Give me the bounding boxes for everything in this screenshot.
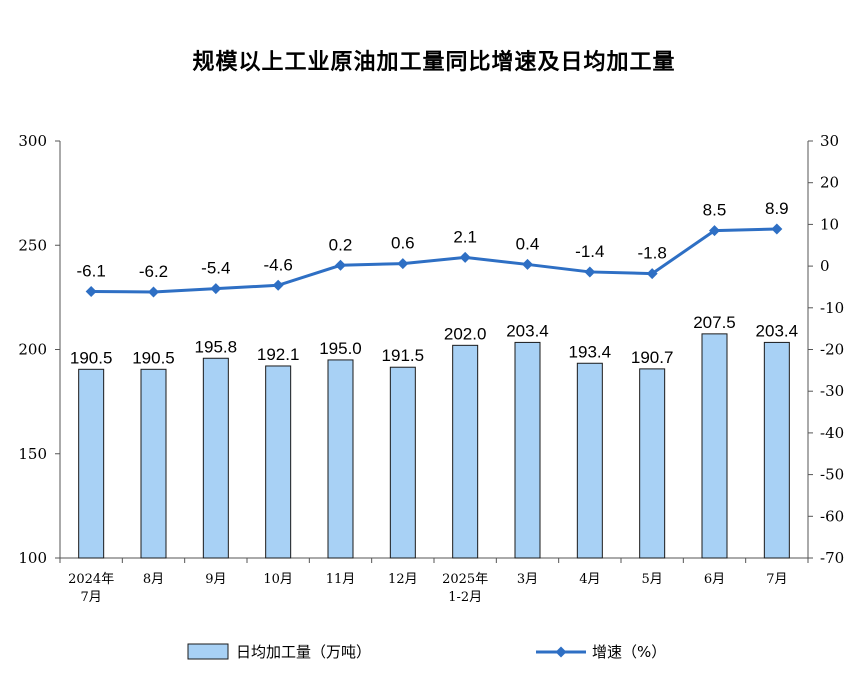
x-tick-label: 9月 [205, 572, 226, 587]
bar [327, 359, 354, 559]
x-tick-label: 11月 [326, 572, 356, 587]
x-tick-label: 5月 [642, 572, 663, 587]
line-data-label: -1.4 [575, 242, 604, 261]
right-tick-label: -70 [820, 549, 844, 567]
x-tick-label: 4月 [579, 572, 600, 587]
bar-data-label: 195.8 [195, 337, 238, 356]
line-point [148, 286, 159, 298]
bar [78, 368, 105, 559]
line-point [584, 266, 596, 278]
bar [265, 365, 292, 559]
left-tick-label: 100 [18, 549, 47, 567]
legend-line-label: 增速（%） [592, 643, 666, 661]
line-point [272, 279, 284, 291]
line-point [397, 258, 409, 270]
bar [452, 344, 479, 559]
bar-data-label: 203.4 [506, 321, 549, 340]
bar-data-label: 193.4 [569, 342, 612, 361]
bar [701, 333, 728, 559]
line-point [459, 251, 471, 263]
bar-data-label: 192.1 [257, 345, 300, 364]
bar-data-label: 190.7 [631, 348, 674, 367]
line-data-label: 8.5 [703, 201, 727, 220]
legend-bar-label: 日均加工量（万吨） [236, 643, 371, 661]
bar-data-label: 195.0 [319, 339, 362, 358]
line-data-label: 0.4 [516, 234, 540, 253]
right-tick-label: 30 [820, 132, 839, 150]
x-tick-label: 2025年 [442, 572, 488, 587]
bar [389, 366, 416, 559]
bar-data-label: 203.4 [756, 321, 799, 340]
legend-bar-swatch [187, 643, 229, 660]
x-tick-label: 3月 [517, 572, 538, 587]
line-series [85, 223, 783, 298]
line-data-label: -4.6 [264, 255, 293, 274]
legend: 日均加工量（万吨） 增速（%） [187, 643, 666, 661]
right-tick-label: -10 [820, 299, 844, 317]
left-tick-label: 200 [18, 341, 47, 359]
x-tick-label: 7月 [81, 590, 102, 605]
chart-title: 规模以上工业原油加工量同比增速及日均加工量 [192, 50, 676, 75]
left-tick-label: 300 [18, 132, 47, 150]
x-tick-label: 1-2月 [448, 590, 482, 605]
x-tick-label: 7月 [766, 572, 787, 587]
line-data-label: -6.1 [77, 262, 106, 281]
line-data-label: 0.2 [329, 235, 353, 254]
bar [514, 341, 541, 559]
line-point [522, 258, 533, 270]
line-data-label: 2.1 [453, 227, 477, 246]
right-tick-label: -50 [820, 466, 844, 484]
x-tick-label: 12月 [388, 572, 418, 587]
right-tick-label: 20 [820, 174, 839, 192]
data-labels: 190.5 190.5 195.8 192.1 195.0 191.5 202.0 203.4… [70, 199, 798, 367]
line-data-label: -1.8 [638, 244, 667, 263]
left-tick-label: 150 [18, 445, 47, 463]
x-tick-label: 10月 [263, 572, 293, 587]
line-data-label: -6.2 [139, 262, 168, 281]
series-line [91, 227, 777, 294]
bar-data-label: 202.0 [444, 324, 487, 343]
bar [202, 357, 229, 559]
x-tick-label: 6月 [704, 572, 725, 587]
line-point [646, 268, 658, 280]
x-tick-label: 8月 [143, 572, 164, 587]
bar [140, 368, 167, 559]
bar-data-label: 207.5 [693, 313, 736, 332]
x-tick-label: 2024年 [68, 572, 114, 587]
line-data-label: 8.9 [765, 199, 789, 218]
line-data-label: -5.4 [201, 259, 230, 278]
bar [763, 341, 790, 559]
right-tick-label: 10 [820, 215, 839, 233]
legend-line-marker [555, 646, 567, 658]
right-tick-label: -40 [820, 424, 844, 442]
left-tick-label: 250 [18, 236, 47, 254]
right-tick-label: -20 [820, 341, 844, 359]
bar-data-label: 190.5 [70, 348, 113, 367]
line-point [709, 225, 720, 237]
bar-data-label: 191.5 [382, 346, 425, 365]
right-tick-label: -60 [820, 507, 844, 525]
bar [639, 368, 666, 559]
bar-data-label: 190.5 [132, 348, 175, 367]
line-data-label: 0.6 [391, 234, 415, 253]
bar-series [78, 333, 790, 559]
bar [576, 362, 603, 559]
line-point [85, 286, 97, 298]
right-tick-label: -30 [820, 382, 844, 400]
line-point [210, 283, 222, 295]
line-point [771, 223, 783, 235]
right-tick-label: 0 [820, 257, 830, 275]
line-point [335, 259, 346, 271]
